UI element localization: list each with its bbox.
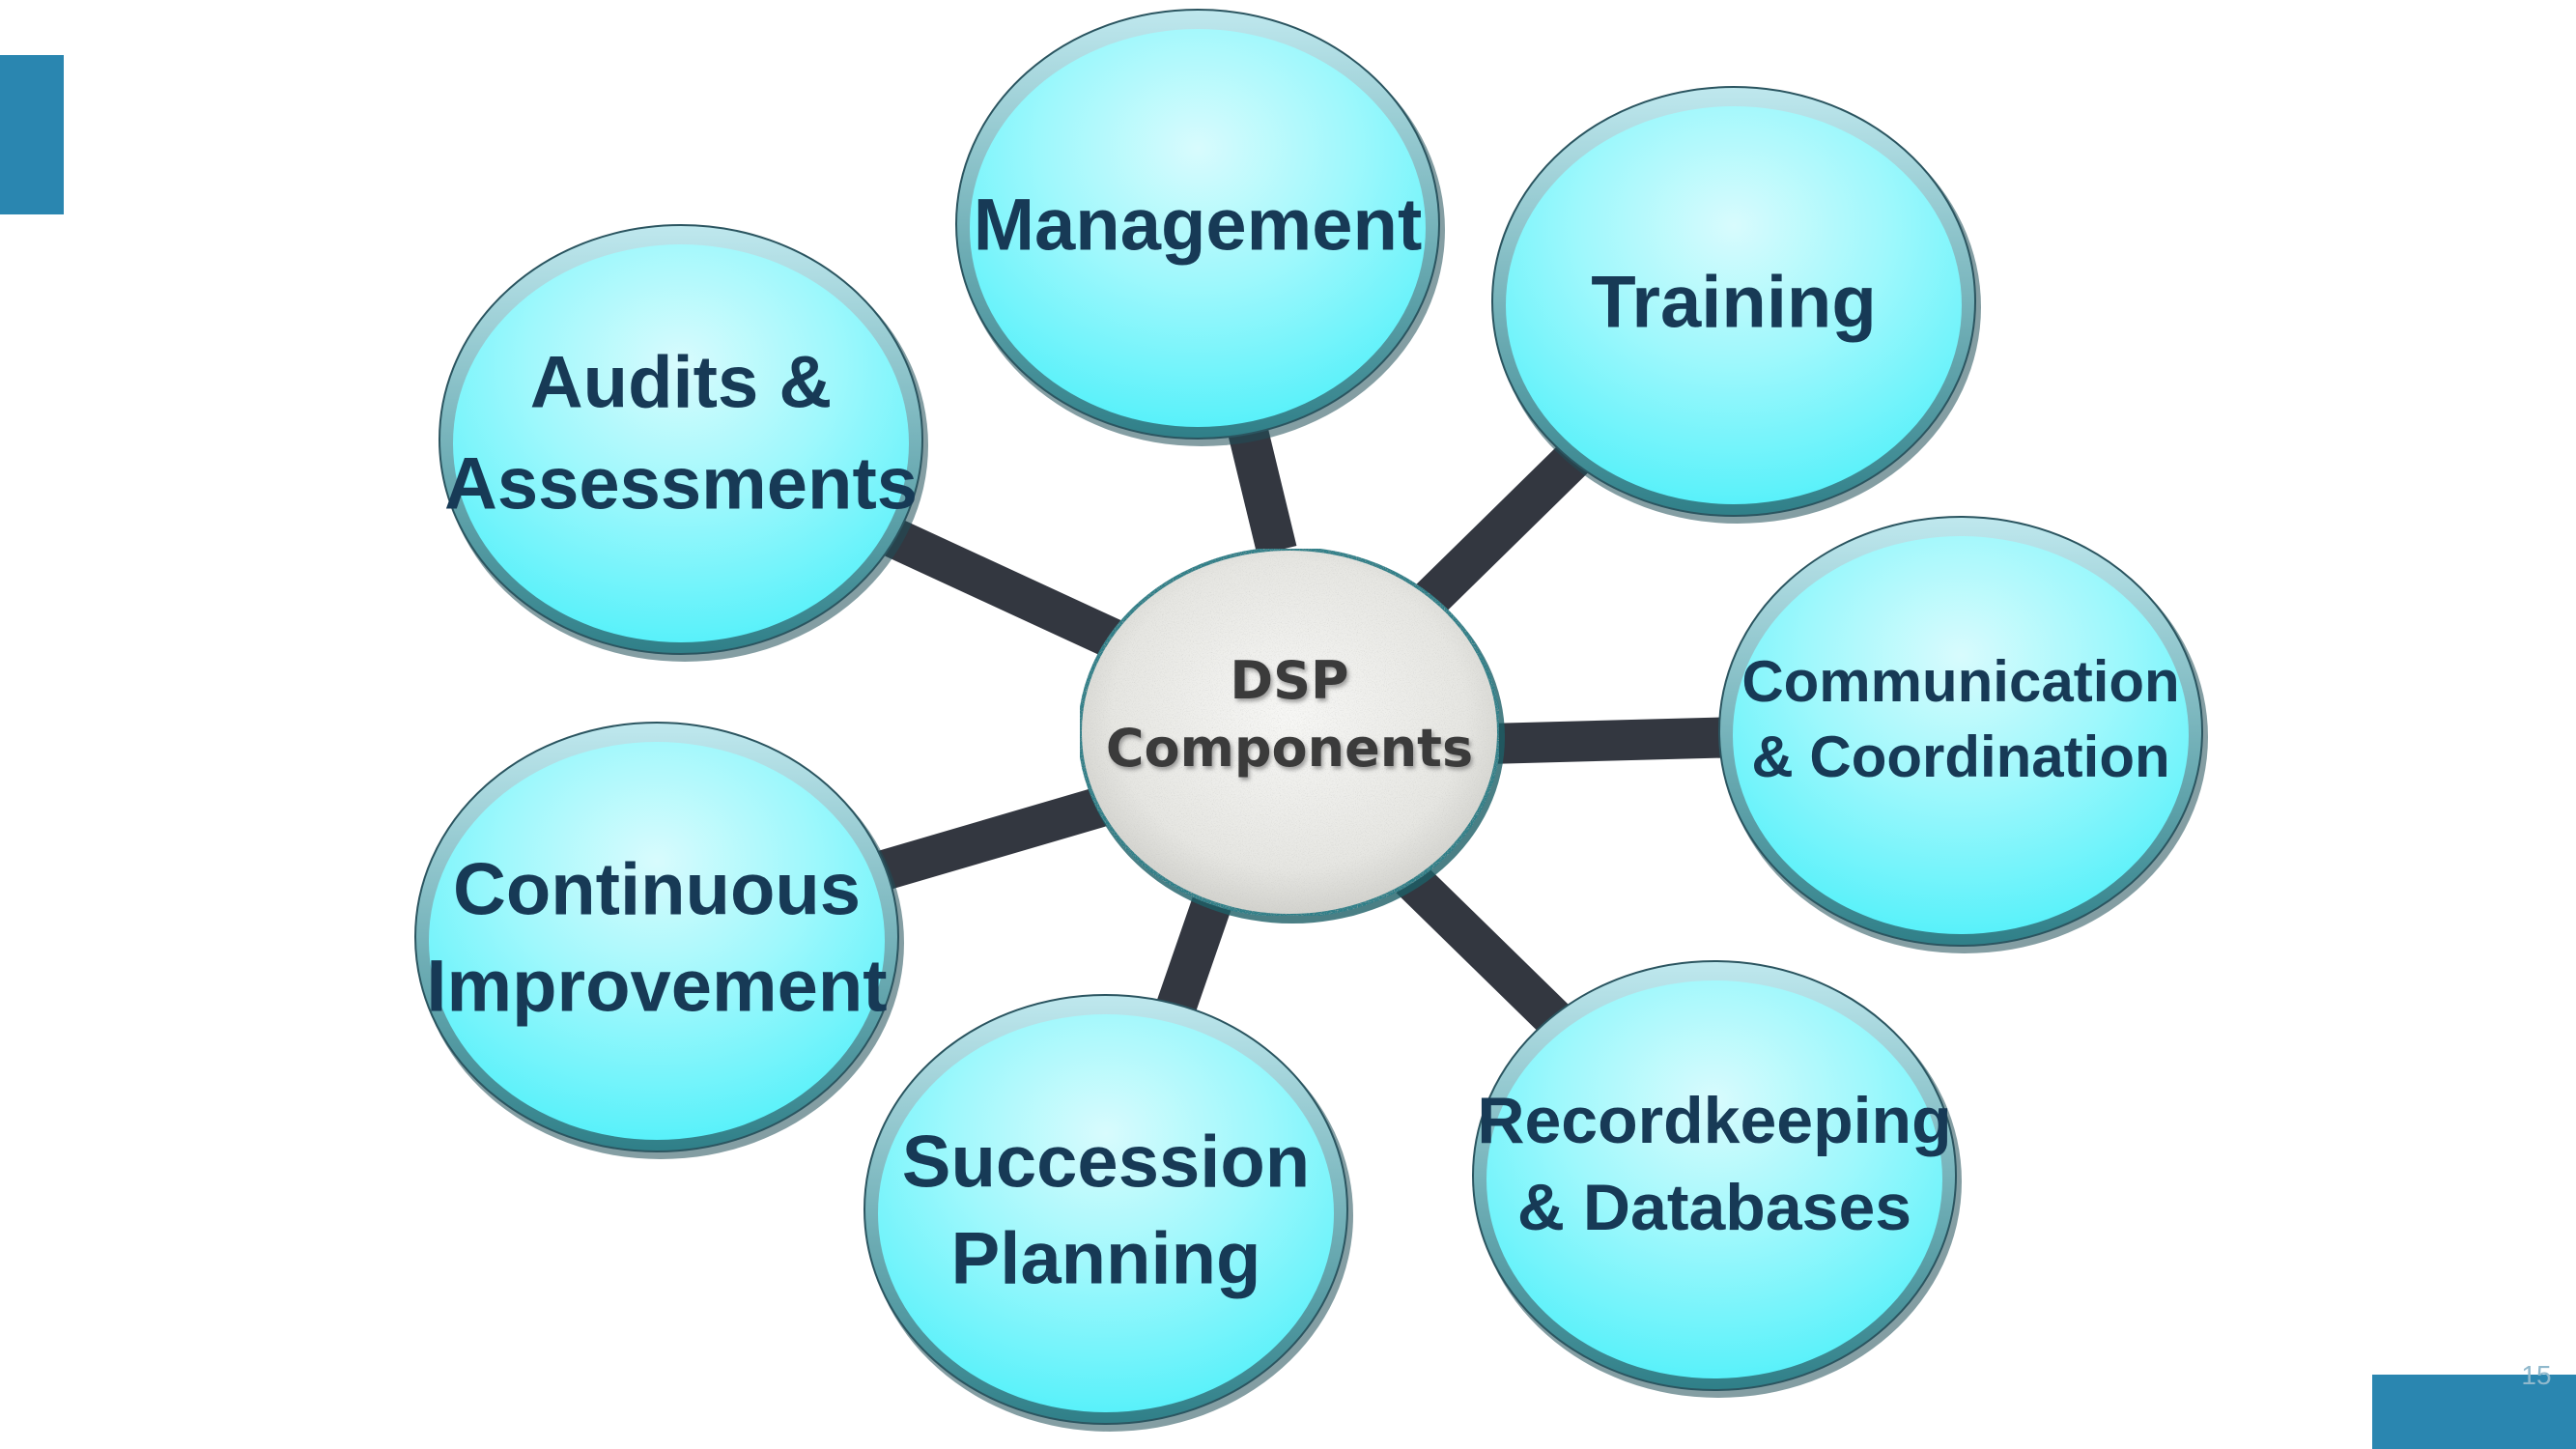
node-continuous: Continuous Improvement: [414, 722, 904, 1159]
node-recordkeeping-label-0: Recordkeeping: [1477, 1084, 1951, 1157]
node-management-label-0: Management: [974, 185, 1423, 267]
node-audits-label-1: Assessments: [444, 443, 918, 526]
node-continuous-label-0: Continuous: [453, 849, 861, 931]
node-management: Management: [955, 9, 1445, 446]
accent-bar-left: [0, 55, 64, 214]
node-succession-label-1: Planning: [951, 1218, 1261, 1300]
hub-dsp-components: DSP Components: [1078, 547, 1505, 923]
hub-label-1: Components: [1106, 718, 1473, 779]
node-recordkeeping-label-1: & Databases: [1517, 1171, 1911, 1244]
node-recordkeeping: Recordkeeping & Databases: [1472, 960, 1962, 1398]
slide-number: 15: [2521, 1360, 2552, 1390]
accent-bar-right: [2372, 1375, 2576, 1449]
node-continuous-label-1: Improvement: [426, 946, 887, 1028]
nodes-layer: Management Training Communication & Coordin…: [414, 9, 2208, 1432]
hub-label-0: DSP: [1230, 650, 1348, 711]
node-communication: Communication & Coordination: [1718, 516, 2208, 953]
node-succession: Succession Planning: [863, 994, 1353, 1432]
node-succession-label-0: Succession: [902, 1122, 1310, 1204]
node-training: Training: [1491, 86, 1981, 524]
node-communication-label-1: & Coordination: [1751, 724, 2169, 789]
node-audits-label-0: Audits &: [530, 342, 832, 424]
node-training-label-0: Training: [1591, 262, 1877, 344]
hub-layer: DSP Components: [1078, 547, 1505, 923]
node-communication-label-0: Communication: [1741, 649, 2179, 714]
node-audits: Audits & Assessments: [439, 224, 928, 662]
